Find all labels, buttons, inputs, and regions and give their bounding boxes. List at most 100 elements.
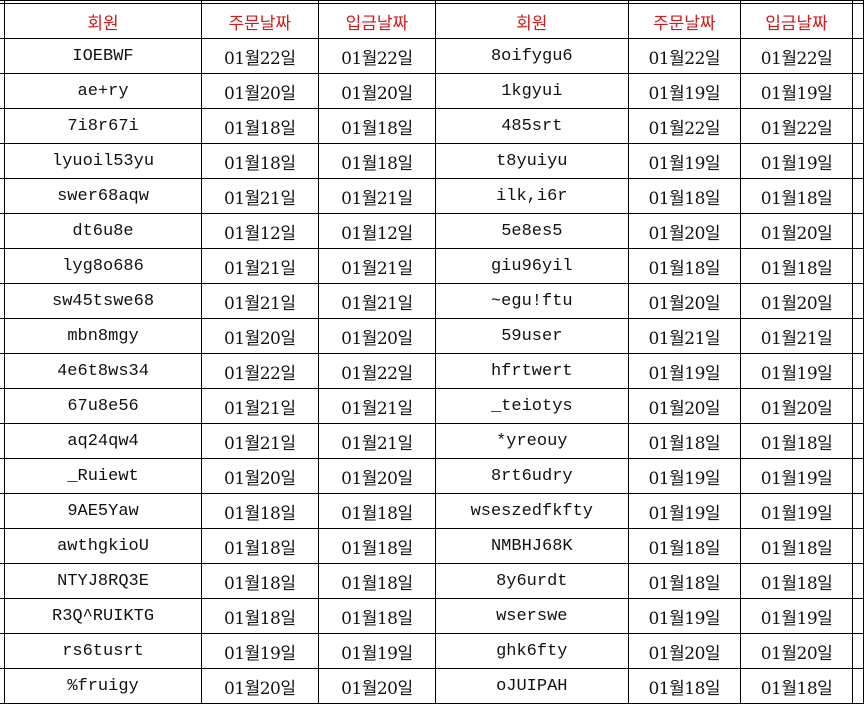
- order-date-cell-2[interactable]: 01월19일: [627, 598, 741, 634]
- payment-date-cell[interactable]: 01월19일: [317, 633, 436, 669]
- member-cell-2[interactable]: ~egu!ftu: [434, 283, 629, 319]
- member-cell[interactable]: IOEBWF: [4, 38, 202, 74]
- member-cell-2[interactable]: 59user: [434, 318, 629, 354]
- member-cell-2[interactable]: wseszedfkfty: [434, 493, 629, 529]
- payment-date-cell[interactable]: 01월20일: [317, 73, 436, 109]
- order-date-cell-2[interactable]: 01월19일: [627, 73, 741, 109]
- member-cell[interactable]: sw45tswe68: [4, 283, 202, 319]
- edge-cell[interactable]: [852, 528, 864, 564]
- member-cell[interactable]: 9AE5Yaw: [4, 493, 202, 529]
- order-date-cell[interactable]: 01월21일: [200, 248, 319, 284]
- payment-date-cell-2[interactable]: 01월21일: [739, 318, 854, 354]
- member-cell[interactable]: swer68aqw: [4, 178, 202, 214]
- edge-cell[interactable]: [852, 668, 864, 704]
- payment-date-cell[interactable]: 01월21일: [317, 248, 436, 284]
- member-cell-2[interactable]: hfrtwert: [434, 353, 629, 389]
- payment-date-cell-2[interactable]: 01월20일: [739, 388, 854, 424]
- payment-date-cell[interactable]: 01월22일: [317, 38, 436, 74]
- member-cell[interactable]: lyuoil53yu: [4, 143, 202, 179]
- order-date-cell[interactable]: 01월18일: [200, 143, 319, 179]
- payment-date-cell[interactable]: 01월22일: [317, 353, 436, 389]
- header-member[interactable]: 회원: [4, 3, 202, 39]
- member-cell[interactable]: awthgkioU: [4, 528, 202, 564]
- payment-date-cell-2[interactable]: 01월19일: [739, 353, 854, 389]
- order-date-cell[interactable]: 01월21일: [200, 423, 319, 459]
- edge-cell[interactable]: [852, 178, 864, 214]
- order-date-cell[interactable]: 01월18일: [200, 493, 319, 529]
- member-cell-2[interactable]: ilk,i6r: [434, 178, 629, 214]
- member-cell-2[interactable]: oJUIPAH: [434, 668, 629, 704]
- payment-date-cell-2[interactable]: 01월18일: [739, 668, 854, 704]
- order-date-cell-2[interactable]: 01월18일: [627, 248, 741, 284]
- member-cell[interactable]: aq24qw4: [4, 423, 202, 459]
- payment-date-cell-2[interactable]: 01월18일: [739, 528, 854, 564]
- order-date-cell-2[interactable]: 01월18일: [627, 668, 741, 704]
- edge-cell[interactable]: [852, 143, 864, 179]
- payment-date-cell-2[interactable]: 01월20일: [739, 213, 854, 249]
- header-payment-date-2[interactable]: 입금날짜: [739, 3, 854, 39]
- order-date-cell-2[interactable]: 01월18일: [627, 178, 741, 214]
- member-cell[interactable]: dt6u8e: [4, 213, 202, 249]
- member-cell-2[interactable]: 1kgyui: [434, 73, 629, 109]
- order-date-cell-2[interactable]: 01월21일: [627, 318, 741, 354]
- order-date-cell[interactable]: 01월20일: [200, 73, 319, 109]
- member-cell[interactable]: _Ruiewt: [4, 458, 202, 494]
- order-date-cell[interactable]: 01월22일: [200, 353, 319, 389]
- member-cell[interactable]: 4e6t8ws34: [4, 353, 202, 389]
- edge-cell[interactable]: [852, 423, 864, 459]
- order-date-cell[interactable]: 01월21일: [200, 178, 319, 214]
- header-member-2[interactable]: 회원: [434, 3, 629, 39]
- order-date-cell[interactable]: 01월21일: [200, 388, 319, 424]
- edge-cell[interactable]: [852, 598, 864, 634]
- payment-date-cell[interactable]: 01월21일: [317, 283, 436, 319]
- order-date-cell[interactable]: 01월21일: [200, 283, 319, 319]
- edge-cell[interactable]: [852, 318, 864, 354]
- order-date-cell-2[interactable]: 01월18일: [627, 423, 741, 459]
- order-date-cell[interactable]: 01월18일: [200, 563, 319, 599]
- payment-date-cell-2[interactable]: 01월20일: [739, 633, 854, 669]
- member-cell[interactable]: NTYJ8RQ3E: [4, 563, 202, 599]
- payment-date-cell-2[interactable]: 01월20일: [739, 283, 854, 319]
- edge-cell[interactable]: [852, 213, 864, 249]
- order-date-cell-2[interactable]: 01월19일: [627, 493, 741, 529]
- edge-cell[interactable]: [852, 283, 864, 319]
- order-date-cell[interactable]: 01월19일: [200, 633, 319, 669]
- payment-date-cell[interactable]: 01월21일: [317, 423, 436, 459]
- order-date-cell[interactable]: 01월18일: [200, 598, 319, 634]
- order-date-cell-2[interactable]: 01월22일: [627, 38, 741, 74]
- payment-date-cell[interactable]: 01월12일: [317, 213, 436, 249]
- edge-cell[interactable]: [852, 248, 864, 284]
- payment-date-cell[interactable]: 01월18일: [317, 528, 436, 564]
- payment-date-cell[interactable]: 01월20일: [317, 668, 436, 704]
- payment-date-cell[interactable]: 01월20일: [317, 318, 436, 354]
- payment-date-cell[interactable]: 01월21일: [317, 178, 436, 214]
- payment-date-cell-2[interactable]: 01월19일: [739, 143, 854, 179]
- edge-cell[interactable]: [852, 73, 864, 109]
- payment-date-cell-2[interactable]: 01월19일: [739, 73, 854, 109]
- header-order-date-2[interactable]: 주문날짜: [627, 3, 741, 39]
- header-order-date[interactable]: 주문날짜: [200, 3, 319, 39]
- member-cell-2[interactable]: 8oifygu6: [434, 38, 629, 74]
- order-date-cell[interactable]: 01월20일: [200, 318, 319, 354]
- edge-cell[interactable]: [852, 38, 864, 74]
- payment-date-cell[interactable]: 01월20일: [317, 458, 436, 494]
- order-date-cell-2[interactable]: 01월20일: [627, 388, 741, 424]
- order-date-cell[interactable]: 01월12일: [200, 213, 319, 249]
- member-cell-2[interactable]: wserswe: [434, 598, 629, 634]
- payment-date-cell-2[interactable]: 01월22일: [739, 38, 854, 74]
- member-cell[interactable]: ae+ry: [4, 73, 202, 109]
- order-date-cell-2[interactable]: 01월20일: [627, 633, 741, 669]
- order-date-cell-2[interactable]: 01월20일: [627, 283, 741, 319]
- member-cell[interactable]: 7i8r67i: [4, 108, 202, 144]
- edge-cell[interactable]: [852, 388, 864, 424]
- member-cell[interactable]: R3Q^RUIKTG: [4, 598, 202, 634]
- header-payment-date[interactable]: 입금날짜: [317, 3, 436, 39]
- payment-date-cell-2[interactable]: 01월19일: [739, 458, 854, 494]
- edge-cell[interactable]: [852, 353, 864, 389]
- order-date-cell-2[interactable]: 01월19일: [627, 353, 741, 389]
- payment-date-cell-2[interactable]: 01월18일: [739, 178, 854, 214]
- member-cell-2[interactable]: 8y6urdt: [434, 563, 629, 599]
- payment-date-cell[interactable]: 01월21일: [317, 388, 436, 424]
- edge-cell[interactable]: [852, 493, 864, 529]
- edge-cell[interactable]: [852, 108, 864, 144]
